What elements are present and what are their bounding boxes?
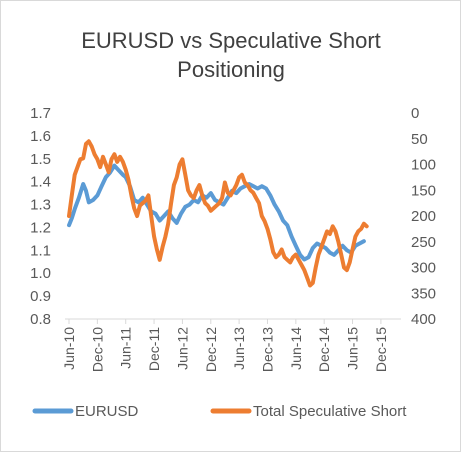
y-right-tick-label: 200 [411, 208, 436, 225]
y-right-tick-label: 300 [411, 260, 436, 277]
chart-title-line2: Positioning [177, 57, 285, 82]
y-right-tick-label: 0 [411, 105, 419, 122]
series-line-total-speculative-short [67, 139, 369, 288]
y-right-tick-label: 150 [411, 182, 436, 199]
y-left-tick-label: 0.9 [30, 288, 51, 305]
y-right-tick-label: 250 [411, 234, 436, 251]
series-group [67, 139, 369, 288]
x-tick-label: Jun-13 [231, 327, 247, 370]
y-left-tick-label: 1.3 [30, 197, 51, 214]
x-tick-label: Jun-11 [118, 327, 134, 369]
legend: EURUSD Total Speculative Short [32, 403, 407, 420]
legend-label-total-speculative-short: Total Speculative Short [253, 403, 407, 420]
x-tick-label: Jun-10 [61, 327, 77, 370]
x-axis: Jun-10 Dec-10 Jun-11 Dec-11 Jun-12 Dec-12 Jun-… [61, 318, 401, 372]
y-right-tick-label: 100 [411, 157, 436, 174]
x-tick-label: Dec-13 [259, 327, 275, 372]
y-left-tick-label: 1.4 [30, 174, 51, 191]
x-tick-label: Jun-15 [345, 327, 361, 370]
x-tick-label: Dec-15 [373, 327, 389, 372]
y-right-tick-label: 400 [411, 311, 436, 328]
x-tick-label: Dec-10 [89, 327, 105, 372]
y-right-tick-label: 50 [411, 131, 428, 148]
legend-label-eurusd: EURUSD [75, 403, 139, 420]
y-left-tick-label: 0.8 [30, 311, 51, 328]
x-tick-label: Jun-12 [174, 327, 190, 370]
y-right-tick-label: 350 [411, 285, 436, 302]
x-tick-label: Dec-14 [316, 327, 332, 372]
y-left-tick-label: 1.1 [30, 242, 51, 259]
y-left-tick-label: 1.0 [30, 265, 51, 282]
y-left-tick-label: 1.6 [30, 128, 51, 145]
chart-title-line1: EURUSD vs Speculative Short [81, 28, 381, 53]
y-left-tick-label: 1.7 [30, 105, 51, 122]
y-left-tick-label: 1.5 [30, 151, 51, 168]
y-right-axis: 0 50 100 150 200 250 300 350 400 [411, 105, 436, 328]
x-tick-label: Jun-14 [288, 327, 304, 370]
x-tick-label: Dec-12 [203, 327, 219, 372]
y-left-tick-label: 1.2 [30, 219, 51, 236]
y-left-axis: 1.7 1.6 1.5 1.4 1.3 1.2 1.1 1.0 0.9 0.8 [30, 105, 51, 328]
series-line-eurusd [67, 163, 366, 262]
x-tick-label: Dec-11 [146, 327, 162, 371]
